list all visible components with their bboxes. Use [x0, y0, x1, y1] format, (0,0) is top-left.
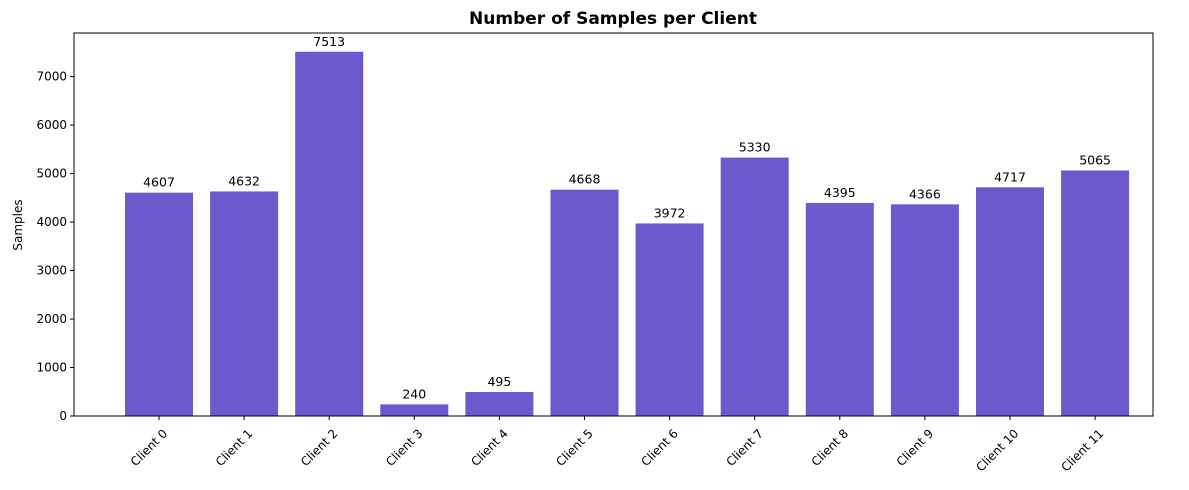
y-tick-label-5: 5000 [36, 167, 67, 181]
value-label-3: 240 [402, 386, 426, 401]
y-tick-label-0: 0 [59, 409, 67, 423]
value-label-9: 4366 [909, 186, 941, 201]
bar-1 [210, 191, 279, 416]
x-tick-label-9: Client 9 [894, 426, 937, 469]
y-tick-label-4: 4000 [36, 215, 67, 229]
value-label-8: 4395 [824, 185, 856, 200]
bar-7 [720, 157, 789, 417]
bars-group [125, 51, 1130, 417]
bar-11 [1061, 170, 1130, 416]
bar-5 [550, 189, 619, 416]
y-tick-label-2: 2000 [36, 312, 67, 326]
bar-3 [380, 404, 449, 416]
bar-2 [295, 51, 364, 417]
plot-frame [73, 32, 1154, 417]
x-tick-label-3: Client 3 [383, 426, 426, 469]
value-label-10: 4717 [994, 169, 1026, 184]
value-label-1: 4632 [228, 173, 260, 188]
y-tick-label-1: 1000 [36, 361, 67, 375]
bar-10 [976, 187, 1044, 416]
value-label-11: 5065 [1079, 152, 1111, 167]
bar-8 [805, 202, 874, 416]
x-tick-label-0: Client 0 [128, 426, 171, 469]
value-label-0: 4607 [143, 175, 175, 190]
y-axis-label: Samples [11, 199, 25, 250]
bar-9 [890, 204, 959, 416]
y-axis-ticks: 0 1000 2000 3000 4000 5000 6000 7000 [36, 70, 74, 423]
value-labels-group: 4607 4632 7513 240 495 4668 3972 5330 4395 4366 47… [143, 34, 1111, 402]
x-tick-label-1: Client 1 [213, 426, 256, 469]
y-tick-label-6: 6000 [36, 118, 67, 132]
bar-0 [125, 192, 193, 416]
chart-title: Number of Samples per Client [469, 9, 757, 29]
y-tick-label-7: 7000 [36, 70, 67, 84]
bar-4 [465, 392, 534, 416]
x-tick-label-6: Client 6 [638, 426, 681, 469]
x-tick-label-10: Client 10 [973, 426, 1021, 474]
bar-6 [635, 223, 704, 416]
value-label-6: 3972 [654, 205, 686, 220]
value-label-2: 7513 [313, 34, 345, 49]
x-axis-ticks: Client 0 Client 1 Client 2 Client 3 Client 4… [128, 416, 1106, 474]
x-tick-label-2: Client 2 [298, 426, 341, 469]
x-tick-label-4: Client 4 [468, 426, 511, 469]
x-tick-label-8: Client 8 [809, 426, 852, 469]
value-label-4: 495 [487, 374, 511, 389]
value-label-7: 5330 [739, 140, 771, 155]
x-tick-label-5: Client 5 [553, 426, 596, 469]
x-tick-label-7: Client 7 [723, 426, 766, 469]
x-tick-label-11: Client 11 [1058, 426, 1106, 474]
y-tick-label-3: 3000 [36, 264, 67, 278]
value-label-5: 4668 [569, 172, 601, 187]
